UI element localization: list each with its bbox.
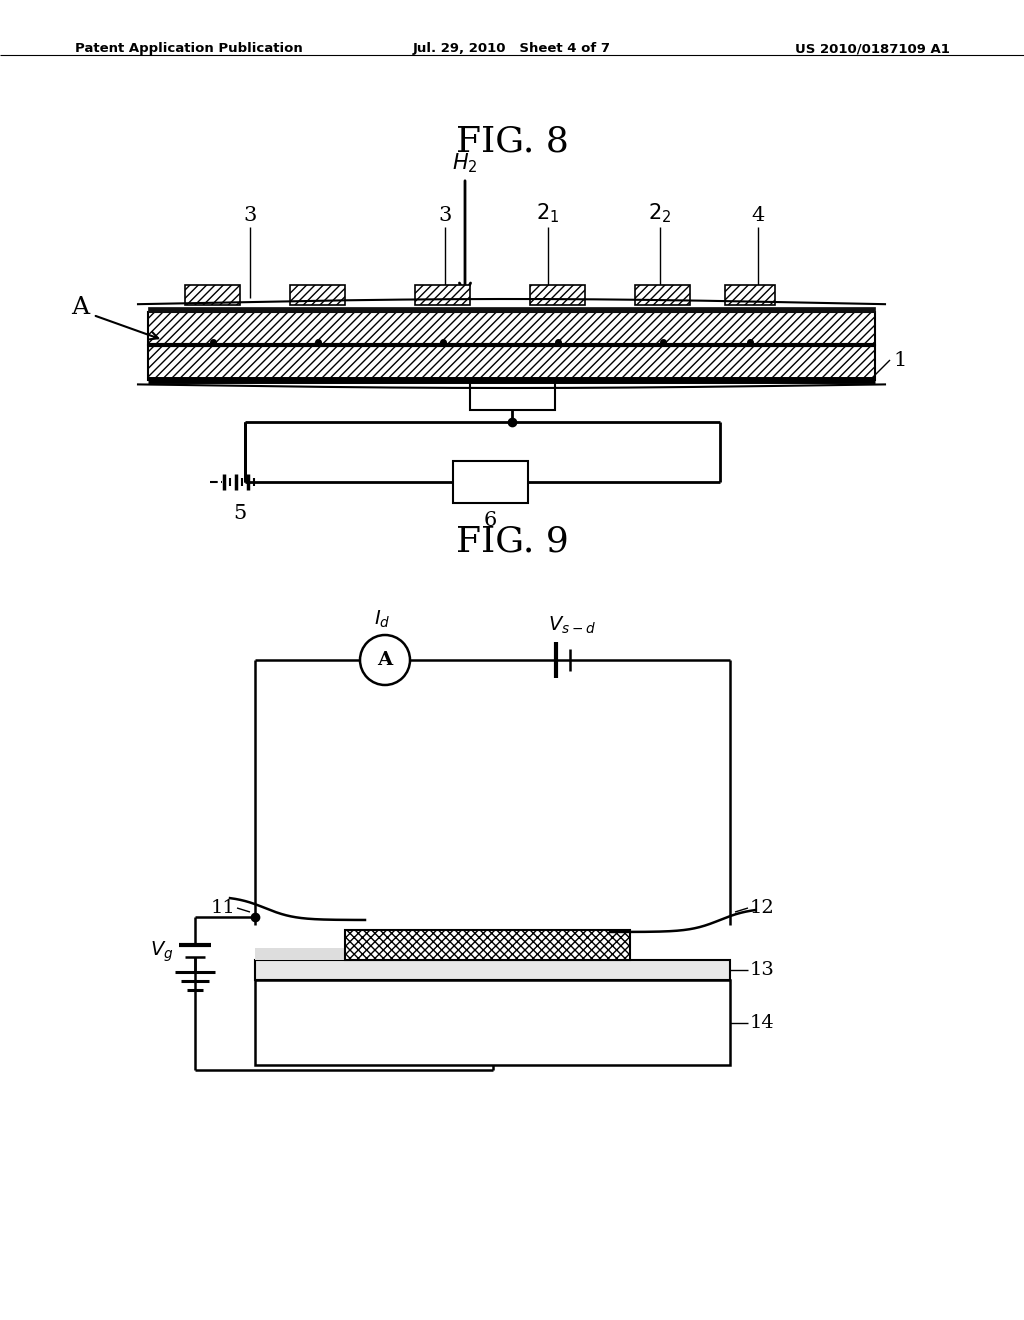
Text: 1: 1 bbox=[893, 351, 906, 370]
Text: $2_1$: $2_1$ bbox=[537, 202, 560, 224]
Text: $V_{s-d}$: $V_{s-d}$ bbox=[548, 615, 596, 636]
Bar bbox=[635, 285, 690, 305]
Text: 3: 3 bbox=[438, 206, 452, 224]
Text: 13: 13 bbox=[750, 961, 775, 979]
Bar bbox=[185, 285, 240, 305]
Text: A: A bbox=[71, 297, 89, 319]
Bar bbox=[530, 285, 585, 305]
Text: 6: 6 bbox=[483, 511, 497, 531]
Text: A: A bbox=[378, 651, 392, 669]
Text: $2_2$: $2_2$ bbox=[648, 202, 672, 224]
Text: $I_d$: $I_d$ bbox=[374, 609, 390, 630]
Text: 3: 3 bbox=[244, 206, 257, 224]
Bar bbox=[290, 285, 345, 305]
Bar bbox=[255, 979, 730, 1065]
Text: FIG. 9: FIG. 9 bbox=[456, 525, 568, 558]
Bar bbox=[148, 308, 874, 312]
Bar bbox=[148, 345, 874, 380]
Circle shape bbox=[360, 635, 410, 685]
Bar bbox=[345, 931, 630, 960]
Bar bbox=[148, 312, 874, 345]
Text: 11: 11 bbox=[210, 899, 234, 917]
Bar bbox=[255, 960, 730, 979]
Text: 14: 14 bbox=[750, 1014, 775, 1031]
Text: Patent Application Publication: Patent Application Publication bbox=[75, 42, 303, 55]
Text: 5: 5 bbox=[233, 504, 247, 523]
Text: Jul. 29, 2010   Sheet 4 of 7: Jul. 29, 2010 Sheet 4 of 7 bbox=[413, 42, 611, 55]
Text: $V_g$: $V_g$ bbox=[150, 940, 173, 964]
Bar bbox=[415, 285, 470, 305]
Text: 4: 4 bbox=[752, 206, 765, 224]
Bar bbox=[255, 948, 345, 960]
Text: $H_2$: $H_2$ bbox=[453, 152, 478, 176]
Bar bbox=[453, 461, 527, 503]
Text: US 2010/0187109 A1: US 2010/0187109 A1 bbox=[795, 42, 950, 55]
Bar bbox=[469, 380, 555, 411]
Text: 12: 12 bbox=[750, 899, 775, 917]
Text: FIG. 8: FIG. 8 bbox=[456, 125, 568, 158]
Bar bbox=[725, 285, 775, 305]
